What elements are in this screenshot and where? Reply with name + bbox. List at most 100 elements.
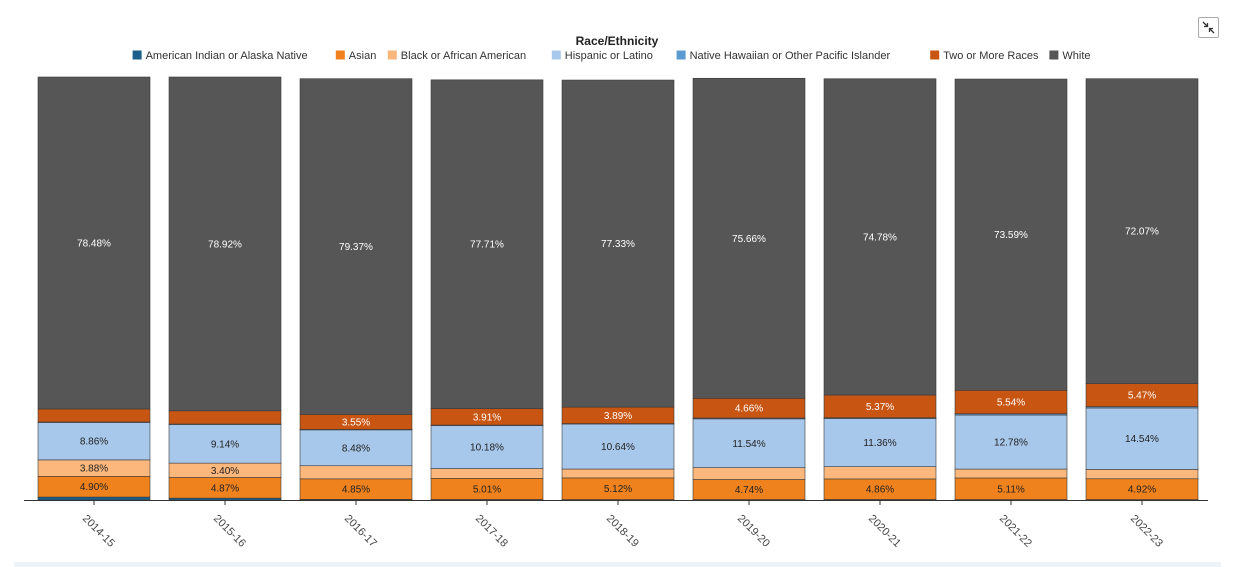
legend-item-american-indian-or-alaska-native[interactable]: American Indian or Alaska Native bbox=[132, 50, 308, 62]
legend-label: Hispanic or Latino bbox=[565, 50, 653, 62]
data-label: 4.66% bbox=[735, 404, 763, 415]
bar-segment-white[interactable] bbox=[168, 76, 282, 412]
bar-2017-18[interactable]: 5.01% 10.18% 3.91% 77.71% bbox=[430, 79, 544, 501]
legend-item-native-hawaiian-or-other-pacific-islander[interactable]: Native Hawaiian or Other Pacific Islande… bbox=[676, 50, 891, 62]
x-tick-label: 2016-17 bbox=[342, 513, 379, 550]
data-label: 5.11% bbox=[997, 484, 1025, 495]
bar-segment-white[interactable] bbox=[954, 78, 1068, 391]
x-tick-label: 2019-20 bbox=[735, 513, 772, 550]
legend-swatch bbox=[335, 50, 345, 60]
data-label: 11.36% bbox=[863, 438, 896, 449]
legend-label: White bbox=[1062, 50, 1090, 62]
x-tick-label: 2014-15 bbox=[80, 513, 117, 550]
legend-label: Native Hawaiian or Other Pacific Islande… bbox=[690, 50, 891, 62]
chart-title: Race/Ethnicity bbox=[576, 34, 659, 48]
bar-segment-white[interactable] bbox=[1085, 78, 1199, 384]
data-label: 4.87% bbox=[211, 483, 239, 494]
bar-2022-23[interactable]: 4.92% 14.54% 5.47% 72.07% bbox=[1085, 78, 1199, 501]
data-label: 74.78% bbox=[863, 232, 897, 243]
legend-item-white[interactable]: White bbox=[1049, 50, 1091, 62]
legend-item-asian[interactable]: Asian bbox=[335, 50, 377, 62]
legend-label: Two or More Races bbox=[943, 50, 1039, 62]
data-label: 10.18% bbox=[470, 443, 504, 454]
bar-2015-16[interactable]: 4.87% 3.40% 9.14% 78.92% bbox=[168, 76, 282, 501]
data-label: 8.86% bbox=[80, 437, 108, 448]
legend-swatch bbox=[1049, 50, 1059, 60]
legend-swatch bbox=[930, 50, 940, 60]
data-label: 5.12% bbox=[604, 484, 632, 495]
x-tick-label: 2018-19 bbox=[604, 513, 641, 550]
bar-segment-white[interactable] bbox=[430, 79, 544, 409]
bar-2020-21[interactable]: 4.86% 11.36% 5.37% 74.78% bbox=[823, 78, 937, 501]
legend-swatch bbox=[132, 50, 142, 60]
bar-2016-17[interactable]: 4.85% 8.48% 3.55% 79.37% bbox=[299, 78, 413, 501]
bar-segment-two-or-more-races[interactable] bbox=[168, 410, 282, 425]
data-label: 8.48% bbox=[342, 443, 370, 454]
x-tick-label: 2020-21 bbox=[866, 513, 903, 550]
legend-swatch bbox=[387, 50, 397, 60]
data-label: 3.91% bbox=[473, 412, 501, 423]
bar-segment-hispanic-or-latino[interactable] bbox=[954, 414, 1068, 470]
data-label: 78.92% bbox=[208, 239, 242, 250]
bar-segment-white[interactable] bbox=[561, 79, 675, 408]
legend-swatch bbox=[551, 50, 561, 60]
bar-2018-19[interactable]: 5.12% 10.64% 3.89% 77.33% bbox=[561, 79, 675, 501]
x-axis-ticks: 2014-15 2015-16 2016-17 2017-18 2018-19 2019-… bbox=[80, 500, 1165, 550]
bar-segment-two-or-more-races[interactable] bbox=[37, 408, 151, 423]
legend-item-two-or-more-races[interactable]: Two or More Races bbox=[930, 50, 1039, 62]
bar-2014-15[interactable]: 4.90% 3.88% 8.86% 78.48% bbox=[37, 76, 151, 501]
data-label: 5.54% bbox=[997, 398, 1025, 409]
data-label: 79.37% bbox=[339, 242, 373, 253]
bar-segment-hispanic-or-latino[interactable] bbox=[692, 418, 806, 468]
legend-label: American Indian or Alaska Native bbox=[146, 50, 308, 62]
bar-segment-white[interactable] bbox=[299, 78, 413, 415]
data-label: 73.59% bbox=[994, 230, 1028, 241]
data-label: 4.92% bbox=[1128, 485, 1156, 496]
data-label: 4.85% bbox=[342, 485, 370, 496]
data-label: 3.40% bbox=[211, 466, 239, 477]
x-tick-label: 2017-18 bbox=[473, 513, 510, 550]
bottom-scroll-strip bbox=[14, 562, 1221, 567]
data-label: 4.86% bbox=[866, 485, 894, 496]
bar-segment-black-or-african-american[interactable] bbox=[299, 465, 413, 480]
bar-segment-hispanic-or-latino[interactable] bbox=[37, 422, 151, 461]
bar-segment-white[interactable] bbox=[37, 76, 151, 410]
legend-label: Asian bbox=[349, 50, 377, 62]
data-label: 5.37% bbox=[866, 402, 894, 413]
bar-segment-hispanic-or-latino[interactable] bbox=[168, 424, 282, 464]
bar-segment-hispanic-or-latino[interactable] bbox=[430, 425, 544, 469]
collapse-button[interactable] bbox=[1198, 17, 1219, 38]
bar-segment-black-or-african-american[interactable] bbox=[430, 468, 544, 479]
x-tick-label: 2015-16 bbox=[211, 513, 248, 550]
data-label: 3.55% bbox=[342, 417, 370, 428]
data-label: 77.71% bbox=[470, 240, 504, 251]
x-tick-label: 2022-23 bbox=[1128, 513, 1165, 550]
data-label: 10.64% bbox=[601, 442, 635, 453]
bar-segment-white[interactable] bbox=[692, 77, 806, 399]
data-label: 11.54% bbox=[732, 439, 765, 450]
bar-segment-hispanic-or-latino[interactable] bbox=[1085, 407, 1199, 470]
legend-item-hispanic-or-latino[interactable]: Hispanic or Latino bbox=[551, 50, 653, 62]
bar-2021-22[interactable]: 5.11% 12.78% 5.54% 73.59% bbox=[954, 78, 1068, 501]
legend-label: Black or African American bbox=[401, 50, 526, 62]
bar-2019-20[interactable]: 4.74% 11.54% 4.66% 75.66% bbox=[692, 77, 806, 501]
data-label: 14.54% bbox=[1125, 434, 1159, 445]
bar-segment-black-or-african-american[interactable] bbox=[823, 466, 937, 480]
bar-segment-black-or-african-american[interactable] bbox=[1085, 469, 1199, 480]
legend-item-black-or-african-american[interactable]: Black or African American bbox=[387, 50, 526, 62]
data-label: 72.07% bbox=[1125, 227, 1159, 238]
bar-segment-american-indian-or-alaska-native[interactable] bbox=[37, 496, 151, 501]
x-tick-label: 2021-22 bbox=[997, 513, 1034, 550]
data-label: 77.33% bbox=[601, 239, 635, 250]
bars: 4.90% 3.88% 8.86% 78.48% 4.87% 3.40% 9.14% 78.9… bbox=[37, 76, 1199, 501]
bar-segment-black-or-african-american[interactable] bbox=[954, 468, 1068, 479]
bar-segment-black-or-african-american[interactable] bbox=[692, 467, 806, 480]
data-label: 4.74% bbox=[735, 485, 763, 496]
bar-segment-hispanic-or-latino[interactable] bbox=[299, 429, 413, 467]
bar-segment-black-or-african-american[interactable] bbox=[561, 468, 675, 479]
bar-segment-hispanic-or-latino[interactable] bbox=[561, 423, 675, 470]
data-label: 4.90% bbox=[80, 482, 108, 493]
bar-segment-white[interactable] bbox=[823, 78, 937, 396]
bar-segment-hispanic-or-latino[interactable] bbox=[823, 418, 937, 467]
